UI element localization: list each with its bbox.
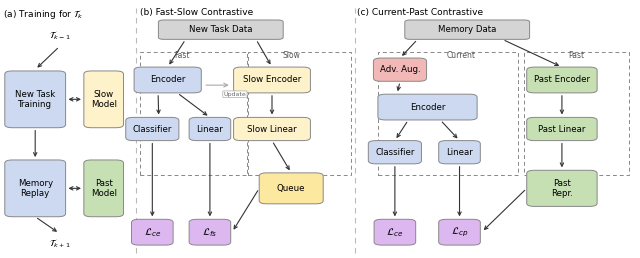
Text: (b) Fast-Slow Contrastive: (b) Fast-Slow Contrastive bbox=[140, 8, 253, 17]
Text: (c) Current-Past Contrastive: (c) Current-Past Contrastive bbox=[357, 8, 483, 17]
FancyBboxPatch shape bbox=[527, 170, 597, 206]
FancyBboxPatch shape bbox=[189, 117, 231, 141]
FancyBboxPatch shape bbox=[234, 67, 310, 93]
Text: Adv. Aug.: Adv. Aug. bbox=[380, 65, 420, 74]
Text: Memory Data: Memory Data bbox=[438, 25, 497, 34]
Bar bbox=[524, 52, 629, 175]
FancyBboxPatch shape bbox=[404, 20, 529, 39]
FancyBboxPatch shape bbox=[5, 160, 66, 217]
FancyBboxPatch shape bbox=[84, 71, 124, 128]
Text: New Task
Training: New Task Training bbox=[15, 90, 55, 109]
Text: Slow Linear: Slow Linear bbox=[247, 125, 297, 133]
Text: $\mathcal{L}_{cp}$: $\mathcal{L}_{cp}$ bbox=[451, 225, 468, 239]
Text: (a) Training for $\mathcal{T}_k$: (a) Training for $\mathcal{T}_k$ bbox=[3, 8, 84, 21]
FancyBboxPatch shape bbox=[259, 173, 323, 204]
FancyBboxPatch shape bbox=[5, 71, 66, 128]
FancyBboxPatch shape bbox=[132, 219, 173, 245]
FancyBboxPatch shape bbox=[234, 117, 310, 141]
Text: Past: Past bbox=[568, 51, 584, 60]
Text: $\mathcal{L}_{ce}$: $\mathcal{L}_{ce}$ bbox=[386, 226, 404, 239]
Text: Past
Model: Past Model bbox=[91, 179, 116, 198]
Text: Memory
Replay: Memory Replay bbox=[18, 179, 52, 198]
Text: Slow Encoder: Slow Encoder bbox=[243, 76, 301, 84]
FancyBboxPatch shape bbox=[134, 67, 201, 93]
Text: Slow
Model: Slow Model bbox=[91, 90, 116, 109]
FancyBboxPatch shape bbox=[378, 94, 477, 120]
FancyBboxPatch shape bbox=[374, 58, 427, 81]
FancyBboxPatch shape bbox=[374, 219, 416, 245]
FancyBboxPatch shape bbox=[527, 117, 597, 141]
FancyBboxPatch shape bbox=[125, 117, 179, 141]
Text: $\mathcal{T}_{k-1}$: $\mathcal{T}_{k-1}$ bbox=[49, 30, 70, 42]
Text: $\mathcal{L}_{ce}$: $\mathcal{L}_{ce}$ bbox=[143, 226, 161, 239]
Text: Past Encoder: Past Encoder bbox=[534, 76, 590, 84]
FancyBboxPatch shape bbox=[439, 141, 480, 164]
FancyBboxPatch shape bbox=[527, 67, 597, 93]
Text: Past Linear: Past Linear bbox=[538, 125, 586, 133]
Text: Linear: Linear bbox=[446, 148, 473, 157]
Text: Classifier: Classifier bbox=[375, 148, 415, 157]
Text: Queue: Queue bbox=[277, 184, 305, 193]
Text: Current: Current bbox=[446, 51, 476, 60]
FancyBboxPatch shape bbox=[158, 20, 283, 39]
Text: $\mathcal{L}_{fs}$: $\mathcal{L}_{fs}$ bbox=[202, 226, 218, 239]
FancyBboxPatch shape bbox=[369, 141, 422, 164]
Text: New Task Data: New Task Data bbox=[189, 25, 253, 34]
FancyBboxPatch shape bbox=[439, 219, 480, 245]
Text: Classifier: Classifier bbox=[132, 125, 172, 133]
Text: Linear: Linear bbox=[196, 125, 223, 133]
Text: Slow: Slow bbox=[282, 51, 300, 60]
Text: Fast: Fast bbox=[175, 51, 190, 60]
Text: Past
Repr.: Past Repr. bbox=[551, 179, 573, 198]
Bar bbox=[248, 52, 351, 175]
Bar bbox=[378, 52, 518, 175]
Text: Encoder: Encoder bbox=[410, 103, 445, 111]
FancyBboxPatch shape bbox=[84, 160, 124, 217]
Text: Encoder: Encoder bbox=[150, 76, 186, 84]
Bar bbox=[140, 52, 247, 175]
Text: $\mathcal{T}_{k+1}$: $\mathcal{T}_{k+1}$ bbox=[49, 238, 70, 250]
Text: Update: Update bbox=[223, 92, 246, 97]
FancyBboxPatch shape bbox=[189, 219, 231, 245]
